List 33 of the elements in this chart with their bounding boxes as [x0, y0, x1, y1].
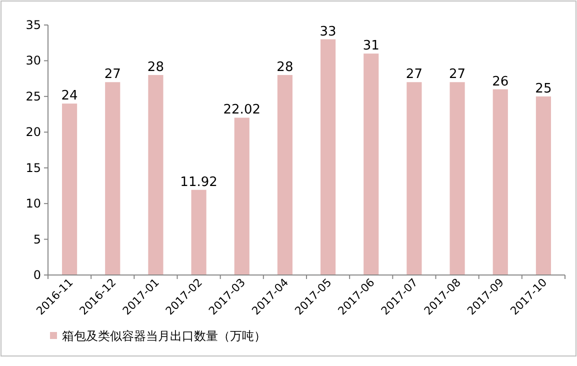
- data-label: 33: [320, 24, 336, 40]
- bar: [406, 82, 422, 275]
- data-label: 27: [406, 67, 422, 82]
- bar: [450, 82, 465, 275]
- y-tick-label: 5: [33, 232, 41, 246]
- bar: [191, 190, 206, 275]
- data-label: 26: [492, 74, 509, 90]
- bar: [62, 104, 78, 275]
- bar: [277, 75, 292, 275]
- y-tick-label: 25: [26, 89, 41, 104]
- bar: [536, 96, 551, 275]
- y-tick-label: 30: [26, 54, 41, 68]
- data-label: 25: [535, 81, 552, 96]
- y-tick-label: 20: [26, 125, 41, 140]
- data-label: 22.02: [223, 102, 260, 118]
- bar: [320, 39, 336, 275]
- data-label: 27: [449, 67, 466, 82]
- data-label: 31: [362, 38, 380, 54]
- bar: [105, 82, 120, 275]
- data-label: 11.92: [180, 174, 218, 190]
- y-tick-label: 10: [26, 196, 41, 211]
- bar: [234, 118, 250, 275]
- bar: [148, 75, 164, 275]
- bar: [492, 89, 508, 275]
- data-label: 28: [147, 60, 164, 75]
- data-label: 28: [276, 60, 294, 75]
- y-tick-label: 15: [26, 160, 41, 175]
- legend: 箱包及类似容器当月出口数量（万吨）: [50, 329, 266, 343]
- y-tick-label: 0: [33, 268, 41, 282]
- data-label: 27: [104, 67, 121, 82]
- y-tick-label: 35: [26, 18, 41, 32]
- bar: [364, 54, 379, 275]
- data-label: 24: [61, 88, 78, 104]
